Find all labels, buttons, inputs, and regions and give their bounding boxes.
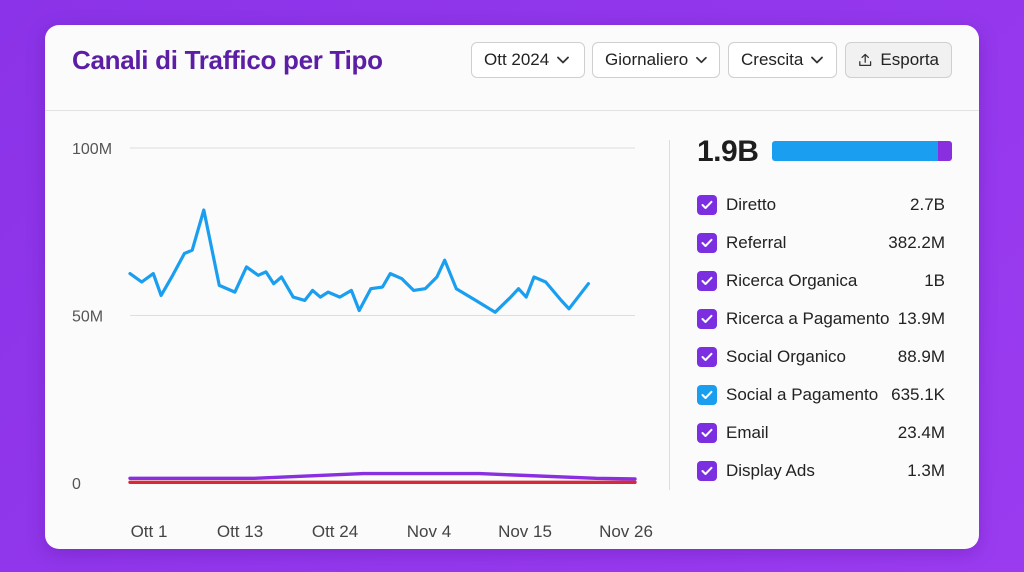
legend-checkbox[interactable] — [697, 347, 717, 367]
granularity-select-label: Giornaliero — [605, 50, 689, 69]
check-icon — [701, 276, 713, 285]
total-value: 1.9B — [697, 135, 759, 168]
legend-checkbox[interactable] — [697, 461, 717, 481]
legend-value: 88.9M — [897, 347, 945, 366]
mode-select[interactable]: Crescita — [728, 42, 837, 78]
legend-item[interactable]: Ricerca a Pagamento 13.9M — [697, 307, 945, 331]
legend-label: Display Ads — [726, 461, 815, 480]
card-header: Canali di Traffico per Tipo Ott 2024 Gio… — [45, 25, 979, 111]
legend-item[interactable]: Email 23.4M — [697, 421, 945, 445]
legend-checkbox[interactable] — [697, 385, 717, 405]
x-tick-label: Ott 24 — [312, 522, 358, 541]
month-select-label: Ott 2024 — [484, 50, 550, 69]
legend-value: 23.4M — [897, 423, 945, 442]
chart-card: Canali di Traffico per Tipo Ott 2024 Gio… — [45, 25, 979, 549]
check-icon — [701, 200, 713, 209]
legend-item[interactable]: Social Organico 88.9M — [697, 345, 945, 369]
check-icon — [701, 390, 713, 399]
check-icon — [701, 238, 713, 247]
check-icon — [701, 314, 713, 323]
total-bar-segment — [772, 141, 938, 161]
legend-value: 382.2M — [888, 233, 945, 252]
legend-value: 635.1K — [891, 385, 945, 404]
x-tick-label: Ott 1 — [131, 522, 168, 541]
y-tick-label: 100M — [72, 141, 112, 158]
legend-label: Diretto — [726, 195, 777, 214]
legend-label: Social a Pagamento — [726, 385, 879, 404]
granularity-select[interactable]: Giornaliero — [592, 42, 720, 78]
legend-item[interactable]: Ricerca Organica 1B — [697, 269, 945, 293]
legend-value: 1.3M — [907, 461, 945, 480]
series-line-purple — [128, 471, 637, 481]
legend-item[interactable]: Display Ads 1.3M — [697, 459, 945, 483]
total-distribution-bar — [772, 141, 952, 161]
legend-value: 2.7B — [910, 195, 945, 214]
page-title: Canali di Traffico per Tipo — [72, 45, 383, 75]
export-button[interactable]: Esporta — [845, 42, 952, 78]
x-tick-label: Nov 4 — [407, 522, 451, 541]
y-tick-label: 0 — [72, 476, 81, 493]
legend-value: 13.9M — [897, 309, 945, 328]
check-icon — [701, 352, 713, 361]
x-tick-label: Nov 26 — [599, 522, 653, 541]
x-tick-label: Ott 13 — [217, 522, 263, 541]
line-chart-svg: 0 50M 100M Ott 1 Ott 13 Ott 24 Nov 4 Nov 15 Nov … — [72, 141, 653, 541]
legend-checkbox[interactable] — [697, 309, 717, 329]
line-chart: 0 50M 100M Ott 1 Ott 13 Ott 24 Nov 4 Nov 15 Nov … — [45, 111, 675, 549]
panel-divider — [669, 140, 670, 490]
mode-select-label: Crescita — [741, 50, 804, 69]
chevron-down-icon — [811, 56, 824, 64]
legend-item[interactable]: Diretto 2.7B — [697, 193, 945, 217]
export-button-label: Esporta — [880, 50, 939, 69]
legend-checkbox[interactable] — [697, 423, 717, 443]
x-tick-label: Nov 15 — [498, 522, 552, 541]
legend-item[interactable]: Referral 382.2M — [697, 231, 945, 255]
month-select[interactable]: Ott 2024 — [471, 42, 585, 78]
chevron-down-icon — [557, 56, 570, 64]
legend-item[interactable]: Social a Pagamento 635.1K — [697, 383, 945, 407]
legend-checkbox[interactable] — [697, 271, 717, 291]
upload-icon — [859, 53, 872, 67]
legend-checkbox[interactable] — [697, 233, 717, 253]
legend-label: Social Organico — [726, 347, 847, 366]
series-line-main — [128, 208, 590, 314]
legend-label: Ricerca Organica — [726, 271, 858, 290]
check-icon — [701, 466, 713, 475]
legend-label: Referral — [726, 233, 787, 252]
legend-label: Ricerca a Pagamento — [726, 309, 890, 328]
y-tick-label: 50M — [72, 309, 103, 326]
legend-value: 1B — [924, 271, 945, 290]
legend-checkbox[interactable] — [697, 195, 717, 215]
check-icon — [701, 428, 713, 437]
chevron-down-icon — [696, 56, 707, 64]
legend-label: Email — [726, 423, 769, 442]
total-bar-segment — [937, 141, 952, 161]
